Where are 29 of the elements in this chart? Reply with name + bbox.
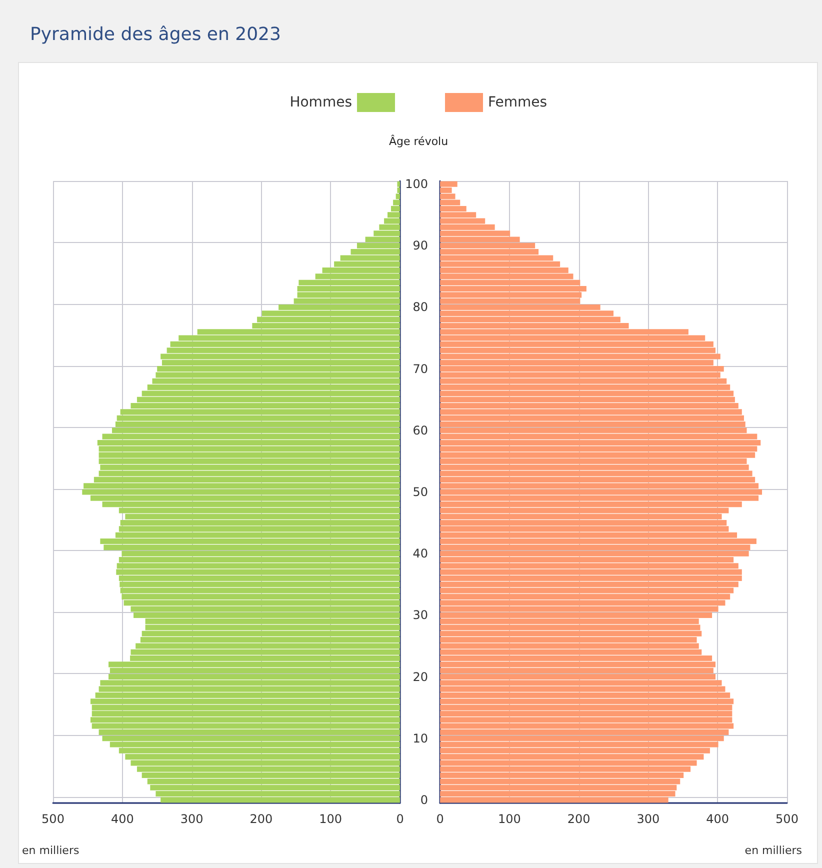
y-tick-label: 40 <box>412 546 428 561</box>
y-axis-title: Âge révolu <box>389 134 448 148</box>
y-tick-label: 20 <box>412 670 428 684</box>
x-axis-title: en milliers <box>22 844 80 857</box>
x-tick-label: 100 <box>498 812 521 826</box>
legend-label: Femmes <box>488 94 548 110</box>
x-tick-label: 500 <box>42 812 64 826</box>
y-tick-label: 0 <box>420 792 428 807</box>
x-tick-label: 300 <box>636 812 660 826</box>
x-tick-label: 200 <box>567 812 590 826</box>
y-tick-label: 90 <box>412 238 428 253</box>
y-tick-label: 70 <box>412 362 428 376</box>
x-tick-label: 300 <box>180 812 204 826</box>
x-tick-label: 400 <box>110 812 134 826</box>
x-axis-title: en milliers <box>744 844 802 857</box>
y-tick-label: 100 <box>405 177 428 192</box>
y-tick-label: 30 <box>412 608 428 622</box>
legend-label: Hommes <box>290 94 352 110</box>
x-tick-label: 400 <box>706 812 730 826</box>
y-tick-label: 10 <box>412 731 428 746</box>
chart-title: Pyramide des âges en 2023 <box>30 24 281 45</box>
x-tick-label: 200 <box>250 812 273 826</box>
x-tick-label: 0 <box>396 812 404 826</box>
x-tick-label: 500 <box>776 812 798 826</box>
x-tick-label: 100 <box>319 812 342 826</box>
y-tick-label: 50 <box>412 485 428 499</box>
y-tick-label: 80 <box>412 300 428 314</box>
y-tick-label: 60 <box>412 423 428 438</box>
x-tick-label: 0 <box>436 812 444 826</box>
